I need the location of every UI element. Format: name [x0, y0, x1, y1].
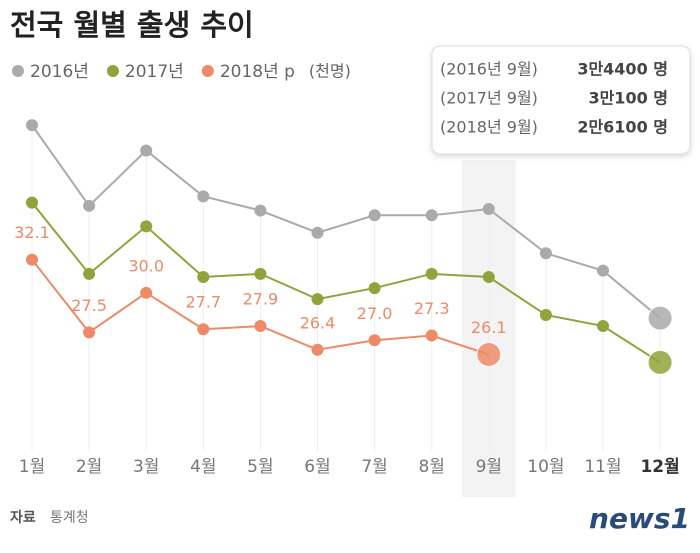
callout-box — [431, 45, 691, 155]
legend-label: 2018년 p — [220, 62, 295, 82]
data-label: 27.9 — [243, 290, 279, 309]
callout-value: 3만4400 명 — [577, 60, 668, 79]
x-tick-label: 10월 — [527, 457, 564, 477]
data-point — [311, 226, 324, 239]
source: 통계청 — [50, 510, 89, 526]
unit-label: (천명) — [309, 62, 351, 81]
data-point — [140, 286, 153, 299]
data-point — [83, 326, 96, 339]
data-point — [647, 305, 673, 331]
data-point — [197, 323, 210, 336]
legend-label: 2016년 — [30, 62, 89, 82]
data-point — [197, 271, 210, 283]
data-point — [26, 196, 38, 209]
callout-label: (2017년 9월) — [440, 89, 538, 108]
x-tick-label: 3월 — [133, 457, 159, 477]
data-point — [311, 343, 324, 356]
data-label: 26.4 — [300, 313, 336, 332]
legend-label: 2017년 — [125, 62, 184, 82]
x-tick-label: 8월 — [418, 457, 444, 477]
data-point — [254, 320, 267, 333]
data-label: 26.1 — [471, 318, 507, 337]
data-point — [26, 253, 38, 266]
data-label: 27.0 — [357, 304, 393, 323]
x-tick-label: 6월 — [304, 457, 330, 477]
data-point — [368, 334, 381, 347]
data-point — [368, 209, 381, 222]
data-label: 27.5 — [71, 296, 107, 315]
data-label: 30.0 — [128, 256, 164, 275]
data-point — [254, 204, 267, 217]
legend-marker — [106, 65, 119, 77]
logo: news1 — [589, 502, 690, 535]
data-point — [26, 119, 38, 132]
series-line — [31, 124, 661, 319]
x-tick-label: 9월 — [476, 457, 502, 477]
x-tick-label: 2월 — [76, 457, 102, 477]
legend-marker — [201, 65, 214, 77]
data-label: 27.3 — [414, 299, 450, 318]
data-point — [539, 308, 552, 321]
data-point — [197, 190, 210, 203]
data-point — [425, 267, 438, 280]
callout-value: 2만6100 명 — [577, 118, 668, 137]
x-tick-label: 5월 — [247, 457, 273, 477]
data-point — [597, 264, 609, 277]
callout-label: (2018년 9월) — [440, 118, 538, 137]
data-point — [83, 267, 96, 280]
data-label: 27.7 — [185, 293, 221, 312]
source-label: 자료 — [10, 510, 36, 526]
data-point — [476, 342, 502, 368]
data-point — [368, 282, 381, 295]
x-tick-label: 4월 — [190, 457, 216, 477]
legend-marker — [12, 65, 24, 77]
data-point — [140, 220, 153, 233]
data-point — [254, 267, 267, 280]
data-point — [597, 320, 609, 333]
x-tick-label: 1월 — [19, 457, 45, 477]
series-line — [31, 202, 661, 364]
data-point — [311, 293, 324, 306]
data-point — [647, 349, 673, 375]
data-point — [425, 329, 438, 342]
data-point — [482, 271, 495, 283]
data-point — [83, 199, 96, 212]
data-point — [482, 202, 495, 215]
x-tick-label: 7월 — [361, 457, 387, 477]
callout-label: (2016년 9월) — [440, 60, 538, 79]
x-tick-label: 12월 — [640, 457, 679, 477]
data-point — [140, 144, 153, 157]
callout-value: 3만100 명 — [588, 89, 668, 108]
data-label: 32.1 — [14, 223, 50, 242]
x-tick-label: 11월 — [584, 457, 621, 477]
data-point — [539, 247, 552, 260]
data-point — [425, 209, 438, 222]
chart-title: 전국 월별 출생 추이 — [10, 8, 254, 42]
